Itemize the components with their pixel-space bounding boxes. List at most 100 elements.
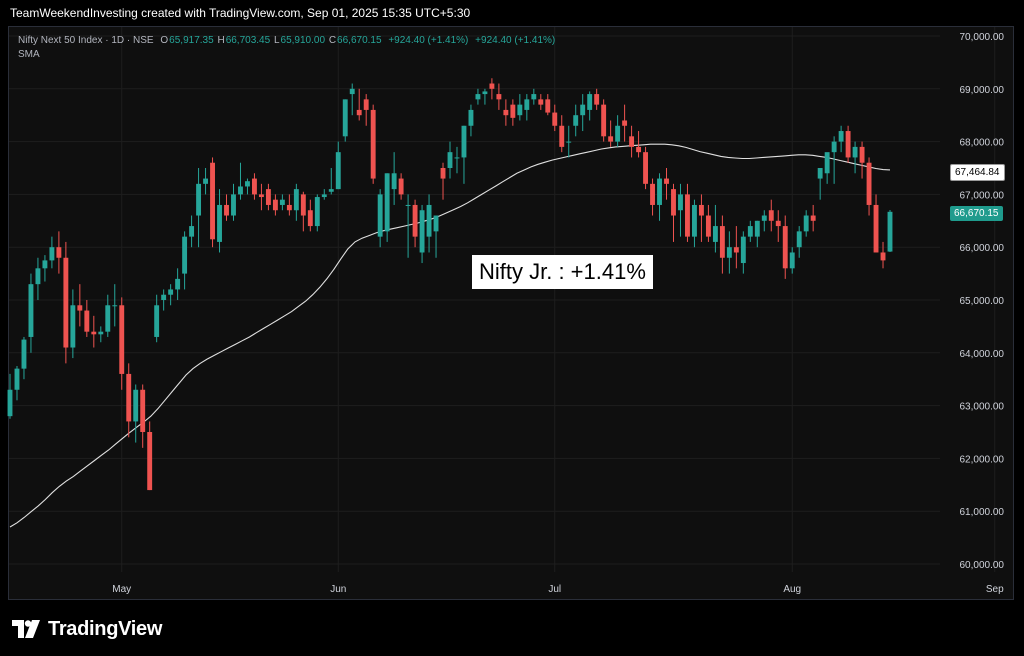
candle-body xyxy=(747,226,753,237)
candle xyxy=(866,157,872,216)
candle-body xyxy=(845,131,851,158)
candle-body xyxy=(678,194,683,211)
candle-body xyxy=(168,289,174,295)
candle xyxy=(859,141,865,179)
candle xyxy=(70,289,76,359)
candle-body xyxy=(182,236,188,274)
chart-frame[interactable] xyxy=(8,26,1014,600)
candle-body xyxy=(405,204,411,206)
candle xyxy=(692,199,697,248)
candle xyxy=(126,363,132,438)
candle-body xyxy=(489,83,495,89)
candle-body xyxy=(224,204,229,216)
candle-body xyxy=(335,152,341,190)
candle xyxy=(419,204,425,264)
candle xyxy=(307,199,313,232)
candle-body xyxy=(35,268,41,285)
candle xyxy=(265,183,271,211)
candle xyxy=(810,204,816,232)
candle xyxy=(391,152,397,205)
candle-body xyxy=(314,197,320,227)
candle xyxy=(140,384,146,448)
candle xyxy=(335,141,341,190)
sma-line xyxy=(9,143,891,528)
candle xyxy=(531,88,537,105)
legend-low-label: L xyxy=(273,35,280,46)
candle-body xyxy=(594,94,600,105)
candle-body xyxy=(391,173,397,190)
candle-body xyxy=(70,305,76,348)
candle-body xyxy=(105,305,111,332)
y-tick-label: 70,000.00 xyxy=(960,32,1005,43)
legend-indicator[interactable]: SMA xyxy=(18,49,40,60)
candle xyxy=(685,183,690,242)
candle-body xyxy=(161,294,167,300)
y-tick-label: 62,000.00 xyxy=(960,454,1005,465)
candle xyxy=(831,136,837,184)
candle-body xyxy=(726,247,732,258)
candle-body xyxy=(545,99,551,113)
tradingview-logo-icon xyxy=(12,620,40,638)
legend-high: 66,703.45 xyxy=(225,35,271,46)
legend-close-label: C xyxy=(328,35,337,46)
candle xyxy=(719,215,725,274)
candle-body xyxy=(866,162,872,205)
candle-body xyxy=(21,339,27,369)
candle-body xyxy=(286,204,292,211)
candle xyxy=(342,99,348,142)
candle xyxy=(189,215,195,248)
x-tick-label: May xyxy=(112,584,131,595)
candle xyxy=(49,236,55,269)
y-tick-label: 64,000.00 xyxy=(960,349,1005,360)
candle xyxy=(775,210,781,242)
candle xyxy=(272,194,278,216)
candle-body xyxy=(587,94,593,110)
candle-body xyxy=(657,178,662,205)
candle-body xyxy=(496,94,502,100)
y-tick-label: 63,000.00 xyxy=(960,402,1005,413)
candle xyxy=(196,168,202,248)
candle-body xyxy=(692,204,697,237)
candle-body xyxy=(817,168,823,179)
candle-body xyxy=(803,215,809,232)
candle xyxy=(426,194,432,253)
candle-body xyxy=(636,146,642,153)
candle xyxy=(377,189,383,248)
candle xyxy=(370,104,376,184)
legend-symbol[interactable]: Nifty Next 50 Index · 1D · NSE xyxy=(18,35,154,46)
candle-body xyxy=(384,173,390,232)
candle xyxy=(629,125,635,158)
candle xyxy=(664,168,669,200)
y-tick-label: 65,000.00 xyxy=(960,296,1005,307)
candle xyxy=(824,152,830,184)
candle-body xyxy=(761,215,767,221)
y-tick-label: 61,000.00 xyxy=(960,507,1005,518)
candle-body xyxy=(398,178,404,195)
x-tick-label: Jun xyxy=(330,584,346,595)
candle xyxy=(433,215,439,258)
candle-body xyxy=(880,252,886,261)
y-tick-label: 67,000.00 xyxy=(960,190,1005,201)
chart-legend: Nifty Next 50 Index · 1D · NSE O65,917.3… xyxy=(18,34,556,62)
candle xyxy=(643,146,648,190)
candle xyxy=(245,178,250,195)
candle-body xyxy=(824,152,830,174)
y-tick-label: 66,000.00 xyxy=(960,243,1005,254)
candle xyxy=(161,289,167,311)
candle xyxy=(356,88,362,121)
candle xyxy=(545,94,551,116)
footer-brand[interactable]: TradingView xyxy=(12,616,162,642)
candle xyxy=(454,146,460,174)
candle-body xyxy=(307,210,313,227)
candle-body xyxy=(210,162,215,240)
candle xyxy=(42,255,48,282)
candle xyxy=(349,83,355,116)
candle xyxy=(817,168,823,200)
candle xyxy=(712,204,718,253)
candle xyxy=(601,99,607,142)
candle xyxy=(873,194,879,253)
candle-body xyxy=(517,104,523,116)
candle xyxy=(747,220,753,242)
candle-body xyxy=(719,226,725,258)
